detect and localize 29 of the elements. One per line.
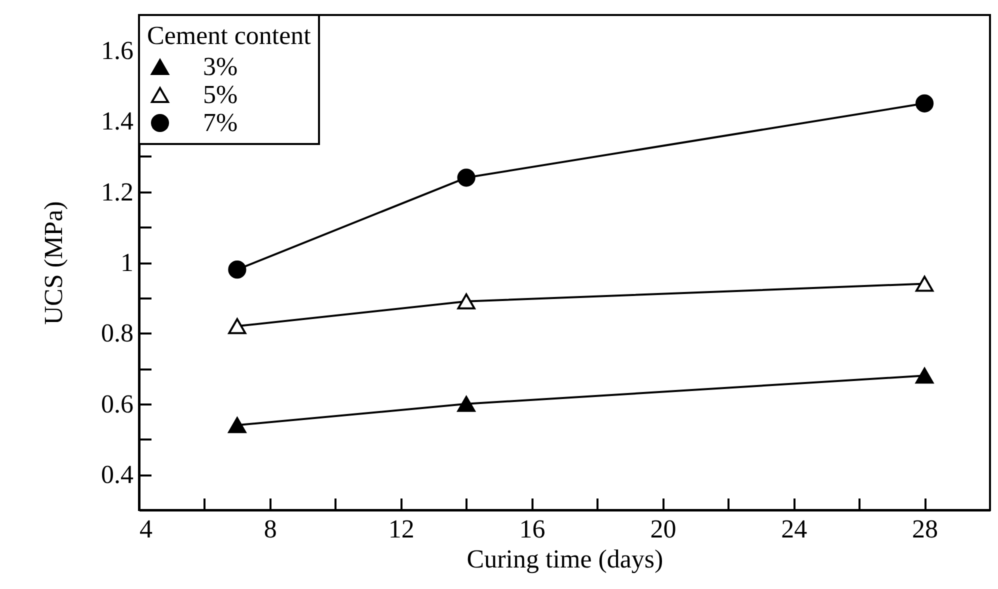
point [915,94,934,112]
x-tick-label: 16 [519,514,546,544]
legend-label: 7% [203,108,238,137]
legend-label: 5% [203,80,238,109]
x-tick-label: 4 [140,514,152,544]
y-tick-label: 1.2 [101,177,134,206]
y-tick-label: 1.6 [101,36,134,65]
point [457,168,476,187]
legend-title: Cement content [147,21,312,50]
x-axis-title: Curing time (days) [466,544,664,574]
y-tick-label: 1.4 [101,106,134,136]
point [228,260,246,279]
point [915,276,934,292]
y-tick-label: 0.8 [101,318,134,348]
point [457,396,476,412]
x-tick-label: 8 [264,514,277,544]
x-tick-label: 12 [388,514,414,544]
y-tick-label: 1 [120,248,134,277]
y-axis-title: UCS (MPa) [39,201,68,325]
x-tick-label: 24 [781,514,808,544]
point [457,293,476,310]
legend-label: 3% [203,52,238,81]
y-tick-label: 0.6 [101,389,134,418]
point [228,318,246,334]
point [228,417,246,434]
x-tick-label: 20 [650,514,676,544]
x-tick-label: 28 [912,514,938,544]
y-tick-label: 0.4 [101,460,134,490]
point [915,368,934,384]
